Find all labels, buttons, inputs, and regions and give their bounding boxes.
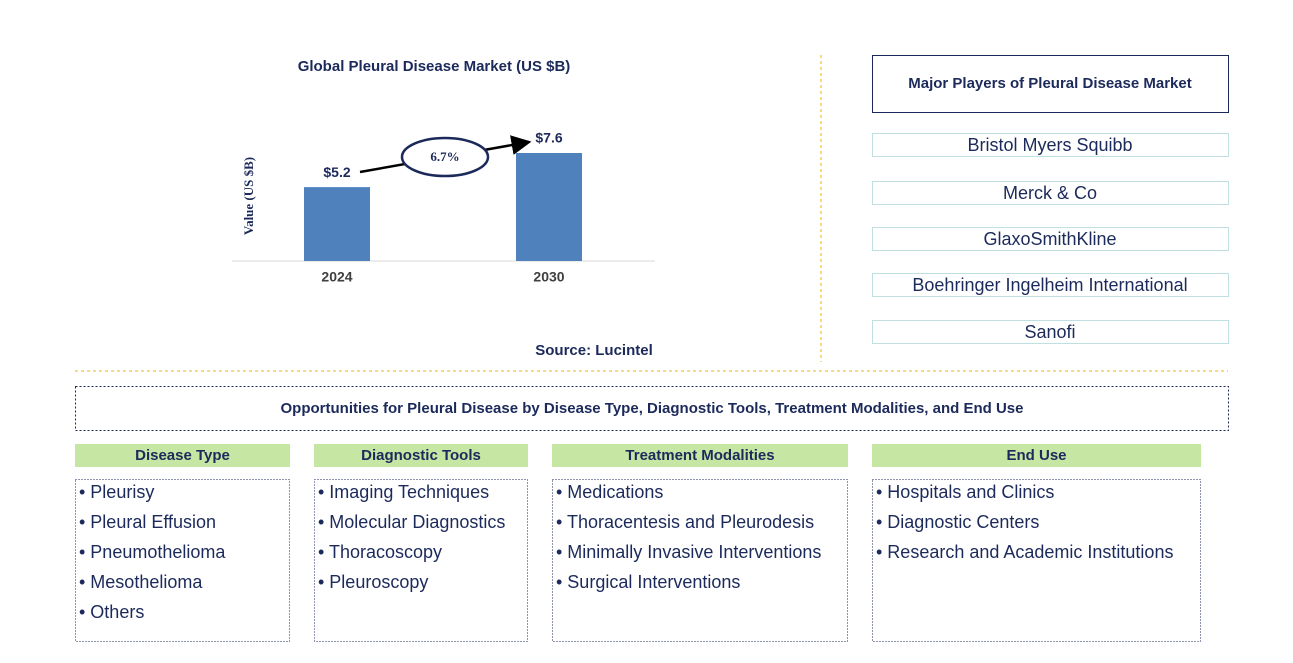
opportunities-box [75, 386, 1229, 431]
player-box [872, 181, 1229, 205]
column-list-box [314, 479, 528, 642]
list-item: • Thoracoscopy [318, 542, 442, 562]
column-header-box [552, 444, 848, 467]
source: Source: Lucintel [535, 342, 653, 359]
list-item: • Surgical Interventions [556, 572, 740, 592]
list-item: • Hospitals and Clinics [876, 482, 1054, 502]
list-item: • Research and Academic Institutions [876, 542, 1173, 562]
player-name: GlaxoSmithKline [983, 229, 1116, 249]
column-header-box [75, 444, 290, 467]
list-item: • Others [79, 602, 144, 622]
bar [516, 153, 582, 261]
list-item: • Pleuroscopy [318, 572, 428, 592]
bar [304, 187, 370, 261]
cagr-ellipse [400, 136, 490, 178]
list-item: • Medications [556, 482, 663, 502]
x-tick-label: 2030 [533, 269, 564, 285]
player-box [872, 273, 1229, 297]
list-item: • Pleurisy [79, 482, 154, 502]
player-box [872, 133, 1229, 157]
column-header: End Use [1006, 447, 1066, 464]
list-item: • Mesothelioma [79, 572, 203, 592]
column-list-box [552, 479, 848, 642]
column-list-box [75, 479, 290, 642]
list-item: • Thoracentesis and Pleurodesis [556, 512, 814, 532]
list-item: • Imaging Techniques [318, 482, 489, 502]
list-item: • Pleural Effusion [79, 512, 216, 532]
column-header-box [872, 444, 1201, 467]
player-box [872, 227, 1229, 251]
x-tick-label: 2024 [321, 269, 352, 285]
column-list-box [872, 479, 1201, 642]
list-item: • Pneumothelioma [79, 542, 226, 562]
player-name: Bristol Myers Squibb [967, 135, 1132, 155]
column-header-box [314, 444, 528, 467]
players-title-box [872, 55, 1229, 113]
list-item: • Minimally Invasive Interventions [556, 542, 821, 562]
list-item: • Molecular Diagnostics [318, 512, 505, 532]
value-label: $5.2 [323, 164, 350, 180]
list-item: • Diagnostic Centers [876, 512, 1039, 532]
value-label: $7.6 [535, 130, 562, 146]
player-name: Boehringer Ingelheim International [912, 275, 1187, 295]
opportunities-title: Opportunities for Pleural Disease by Dis… [281, 400, 1024, 417]
players-title: Major Players of Pleural Disease Market [908, 75, 1191, 92]
column-header: Diagnostic Tools [361, 447, 481, 464]
cagr-label: 6.7% [430, 149, 459, 164]
y-axis-label: Value (US $B) [241, 157, 256, 235]
player-box [872, 320, 1229, 344]
chart-title: Global Pleural Disease Market (US $B) [298, 58, 571, 75]
player-name: Merck & Co [1003, 183, 1097, 203]
column-header: Disease Type [135, 447, 230, 464]
player-name: Sanofi [1024, 322, 1075, 342]
column-header: Treatment Modalities [625, 447, 774, 464]
